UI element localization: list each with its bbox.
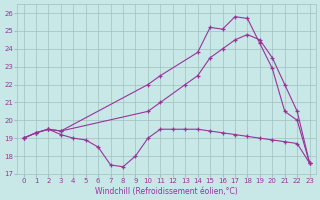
X-axis label: Windchill (Refroidissement éolien,°C): Windchill (Refroidissement éolien,°C)	[95, 187, 238, 196]
